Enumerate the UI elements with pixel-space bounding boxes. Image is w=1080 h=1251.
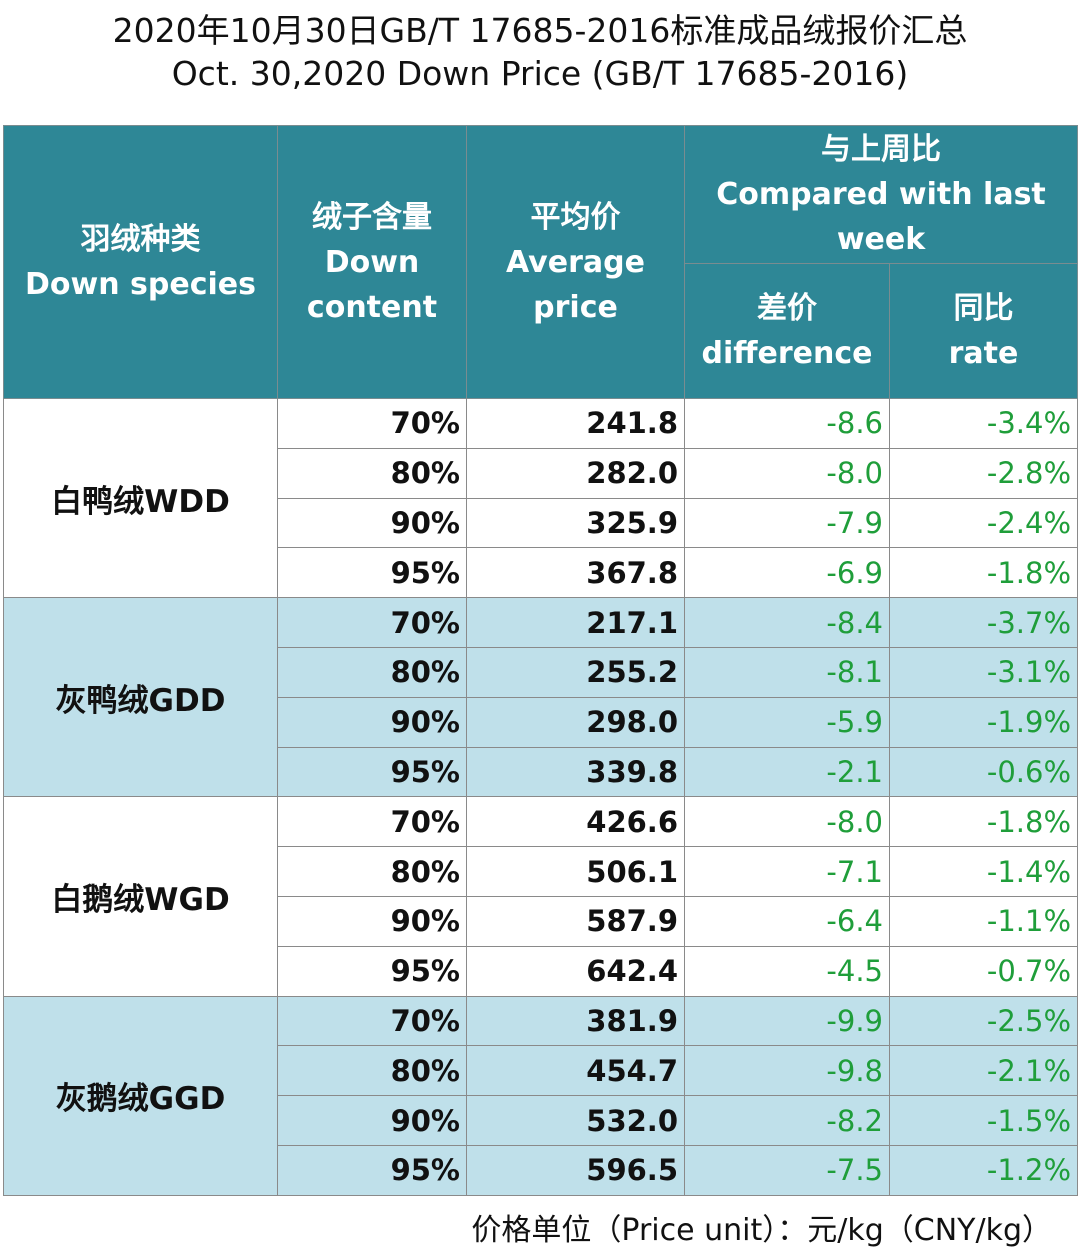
rate-cell: -0.7% (889, 945, 1078, 997)
average-price-cell: 587.9 (466, 895, 685, 947)
difference-cell: -6.9 (684, 547, 890, 599)
content-cell: 95% (277, 945, 467, 997)
species-cell: 灰鸭绒GDD (3, 597, 278, 798)
content-cell: 70% (277, 796, 467, 848)
difference-cell: -8.0 (684, 447, 890, 499)
difference-cell: -6.4 (684, 895, 890, 947)
header-average-price: 平均价 Average price (466, 125, 685, 399)
header-rate: 同比 rate (889, 263, 1078, 399)
average-price-cell: 426.6 (466, 796, 685, 848)
difference-cell: -8.1 (684, 646, 890, 698)
rate-cell: -1.5% (889, 1095, 1078, 1146)
table-row: 80% 506.1 -7.1 -1.4% (4, 846, 1078, 897)
average-price-cell: 506.1 (466, 846, 685, 897)
content-cell: 70% (277, 995, 467, 1047)
rate-cell: -3.7% (889, 597, 1078, 648)
content-cell: 70% (277, 398, 467, 449)
content-cell: 95% (277, 746, 467, 798)
content-cell: 90% (277, 497, 467, 549)
average-price-cell: 325.9 (466, 497, 685, 549)
header-species: 羽绒种类 Down species (3, 125, 278, 399)
average-price-cell: 339.8 (466, 746, 685, 798)
difference-cell: -8.0 (684, 796, 890, 848)
header-compare: 与上周比 Compared with last week (684, 125, 1078, 264)
rate-cell: -2.4% (889, 497, 1078, 549)
rate-cell: -3.4% (889, 398, 1078, 449)
table-row: 95% 339.8 -2.1 -0.6% (4, 746, 1078, 798)
rate-cell: -1.8% (889, 547, 1078, 599)
table-row: 80% 255.2 -8.1 -3.1% (4, 646, 1078, 698)
table-row: 95% 642.4 -4.5 -0.7% (4, 945, 1078, 997)
content-cell: 95% (277, 1144, 467, 1196)
average-price-cell: 298.0 (466, 696, 685, 748)
price-table: 羽绒种类 Down species 绒子含量 Down content 平均价 … (3, 125, 1078, 1196)
content-cell: 95% (277, 547, 467, 599)
table-row: 95% 367.8 -6.9 -1.8% (4, 547, 1078, 599)
rate-cell: -2.1% (889, 1045, 1078, 1097)
title-english: Oct. 30,2020 Down Price (GB/T 17685-2016… (171, 54, 909, 93)
content-cell: 90% (277, 1095, 467, 1146)
average-price-cell: 282.0 (466, 447, 685, 499)
average-price-cell: 255.2 (466, 646, 685, 698)
content-cell: 80% (277, 646, 467, 698)
table-row: 白鸭绒WDD 70% 241.8 -8.6 -3.4% (3, 397, 1078, 599)
table-row: 灰鹅绒GGD 70% 381.9 -9.9 -2.5% (3, 995, 1078, 1196)
content-cell: 80% (277, 1045, 467, 1097)
species-cell: 白鹅绒WGD (3, 796, 278, 997)
content-cell: 80% (277, 447, 467, 499)
rate-cell: -3.1% (889, 646, 1078, 698)
rate-cell: -1.9% (889, 696, 1078, 748)
title-chinese: 2020年10月30日GB/T 17685-2016标准成品绒报价汇总 (112, 11, 968, 50)
table-row: 灰鸭绒GDD 70% 217.1 -8.4 -3.7% (3, 597, 1078, 798)
content-cell: 80% (277, 846, 467, 897)
difference-cell: -7.5 (684, 1144, 890, 1196)
average-price-cell: 642.4 (466, 945, 685, 997)
average-price-cell: 367.8 (466, 547, 685, 599)
average-price-cell: 532.0 (466, 1095, 685, 1146)
rate-cell: -0.6% (889, 746, 1078, 798)
average-price-cell: 381.9 (466, 995, 685, 1047)
content-cell: 90% (277, 895, 467, 947)
header-content: 绒子含量 Down content (277, 125, 467, 399)
difference-cell: -8.4 (684, 597, 890, 648)
difference-cell: -4.5 (684, 945, 890, 997)
rate-cell: -1.2% (889, 1144, 1078, 1196)
rate-cell: -1.1% (889, 895, 1078, 947)
content-cell: 70% (277, 597, 467, 648)
table-row: 80% 454.7 -9.8 -2.1% (4, 1045, 1078, 1097)
difference-cell: -9.9 (684, 995, 890, 1047)
difference-cell: -7.1 (684, 846, 890, 897)
average-price-cell: 241.8 (466, 398, 685, 449)
difference-cell: -8.2 (684, 1095, 890, 1146)
table-body: 白鸭绒WDD 70% 241.8 -8.6 -3.4% 80% 282.0 -8.0 -2.8%… (3, 397, 1078, 1196)
species-cell: 灰鹅绒GGD (3, 995, 278, 1196)
table-row: 90% 587.9 -6.4 -1.1% (4, 895, 1078, 947)
average-price-cell: 454.7 (466, 1045, 685, 1097)
difference-cell: -2.1 (684, 746, 890, 798)
table-row: 90% 532.0 -8.2 -1.5% (4, 1095, 1078, 1146)
rate-cell: -1.4% (889, 846, 1078, 897)
table-row: 80% 282.0 -8.0 -2.8% (4, 447, 1078, 499)
header-difference: 差价 difference (684, 263, 890, 399)
table-row: 95% 596.5 -7.5 -1.2% (4, 1144, 1078, 1196)
difference-cell: -9.8 (684, 1045, 890, 1097)
species-cell: 白鸭绒WDD (3, 397, 278, 599)
difference-cell: -5.9 (684, 696, 890, 748)
rate-cell: -2.5% (889, 995, 1078, 1047)
rate-cell: -1.8% (889, 796, 1078, 848)
content-cell: 90% (277, 696, 467, 748)
difference-cell: -8.6 (684, 398, 890, 449)
average-price-cell: 217.1 (466, 597, 685, 648)
price-unit-note: 价格单位（Price unit）：元/kg（CNY/kg） (471, 1213, 1052, 1248)
rate-cell: -2.8% (889, 447, 1078, 499)
average-price-cell: 596.5 (466, 1144, 685, 1196)
table-row: 白鹅绒WGD 70% 426.6 -8.0 -1.8% (3, 796, 1078, 997)
difference-cell: -7.9 (684, 497, 890, 549)
